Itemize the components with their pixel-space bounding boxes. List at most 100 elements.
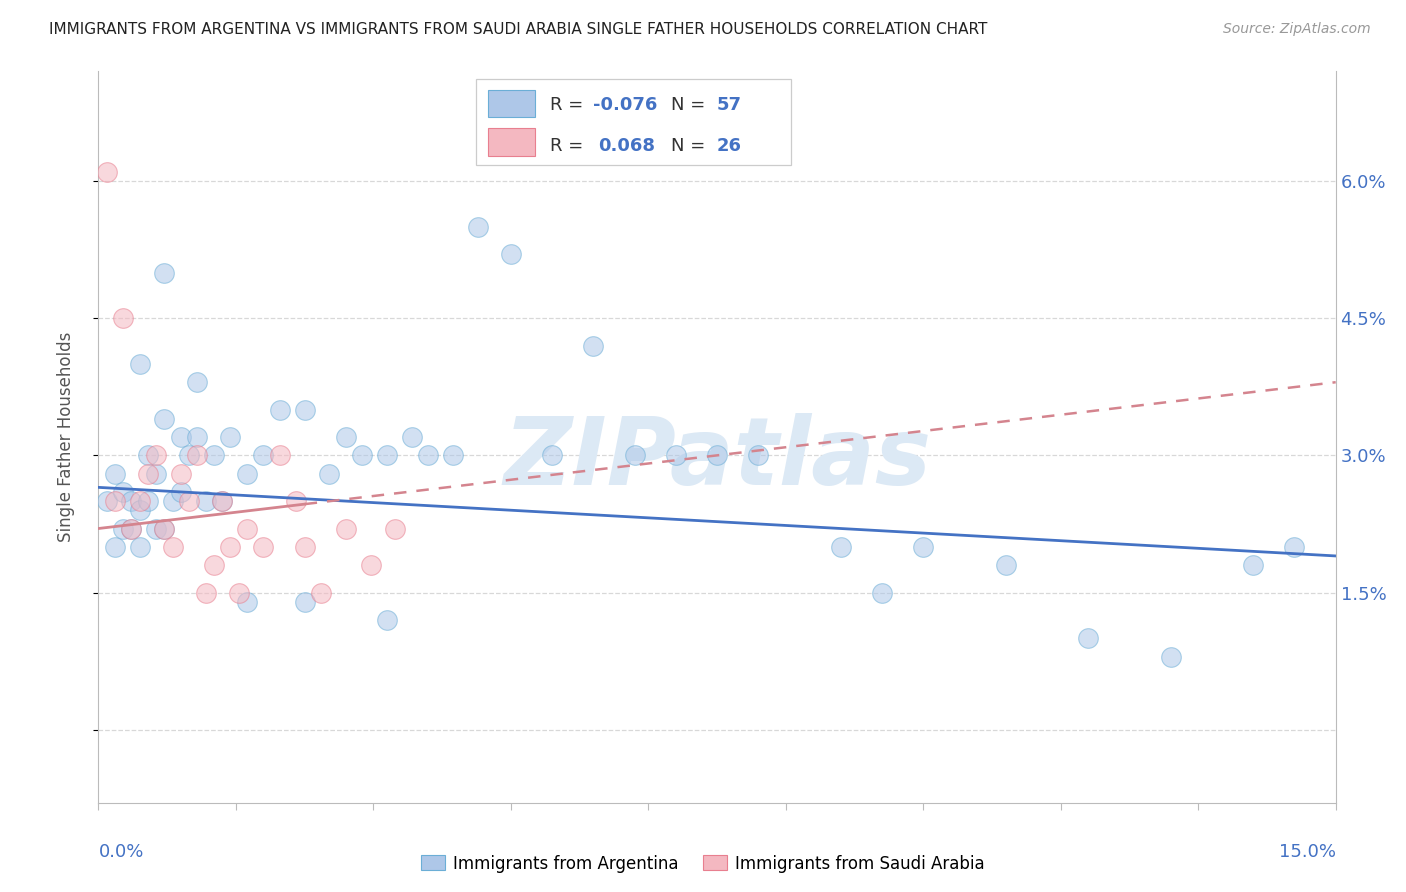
Point xyxy=(120,494,142,508)
Point xyxy=(236,594,259,608)
Point xyxy=(830,540,852,554)
Point xyxy=(104,467,127,481)
Point xyxy=(153,521,176,535)
Point xyxy=(623,449,645,463)
Point xyxy=(179,449,201,463)
Point xyxy=(309,585,332,599)
Point xyxy=(194,585,217,599)
Point xyxy=(252,449,274,463)
Point xyxy=(541,449,564,463)
Point xyxy=(145,521,167,535)
Point xyxy=(236,467,259,481)
Point xyxy=(582,338,605,352)
Point xyxy=(1241,558,1264,573)
Point xyxy=(194,494,217,508)
Point xyxy=(128,494,150,508)
Point xyxy=(211,494,233,508)
Point xyxy=(375,449,398,463)
Text: N =: N = xyxy=(671,137,711,155)
Point xyxy=(294,594,316,608)
Text: R =: R = xyxy=(550,137,595,155)
Point xyxy=(665,449,688,463)
Point xyxy=(706,449,728,463)
Point xyxy=(170,430,193,444)
Point xyxy=(384,521,406,535)
Point xyxy=(162,494,184,508)
Point xyxy=(285,494,308,508)
Point xyxy=(1077,632,1099,646)
FancyBboxPatch shape xyxy=(488,89,536,118)
Point xyxy=(145,449,167,463)
Point xyxy=(104,494,127,508)
Point xyxy=(153,521,176,535)
Point xyxy=(153,266,176,280)
Point xyxy=(747,449,769,463)
Point xyxy=(352,449,374,463)
Point xyxy=(335,521,357,535)
Text: 0.068: 0.068 xyxy=(599,137,655,155)
Text: 26: 26 xyxy=(717,137,742,155)
Point xyxy=(170,485,193,500)
Point xyxy=(162,540,184,554)
Point xyxy=(211,494,233,508)
Point xyxy=(186,430,208,444)
Point xyxy=(179,494,201,508)
Text: 57: 57 xyxy=(717,96,742,114)
Text: -0.076: -0.076 xyxy=(593,96,658,114)
Point xyxy=(318,467,340,481)
Text: Source: ZipAtlas.com: Source: ZipAtlas.com xyxy=(1223,22,1371,37)
Point xyxy=(153,412,176,426)
Point xyxy=(219,430,242,444)
Point xyxy=(236,521,259,535)
Point xyxy=(104,540,127,554)
Point xyxy=(136,467,159,481)
Text: N =: N = xyxy=(671,96,711,114)
Text: 0.0%: 0.0% xyxy=(98,843,143,861)
FancyBboxPatch shape xyxy=(475,78,792,165)
Point xyxy=(499,247,522,261)
Point xyxy=(112,521,135,535)
Point xyxy=(418,449,440,463)
Text: ZIPatlas: ZIPatlas xyxy=(503,413,931,505)
Point xyxy=(202,449,225,463)
Text: 15.0%: 15.0% xyxy=(1278,843,1336,861)
Point xyxy=(467,219,489,234)
Point xyxy=(294,540,316,554)
Y-axis label: Single Father Households: Single Father Households xyxy=(56,332,75,542)
Point xyxy=(128,357,150,371)
Point xyxy=(375,613,398,627)
Point xyxy=(994,558,1017,573)
Text: IMMIGRANTS FROM ARGENTINA VS IMMIGRANTS FROM SAUDI ARABIA SINGLE FATHER HOUSEHOL: IMMIGRANTS FROM ARGENTINA VS IMMIGRANTS … xyxy=(49,22,987,37)
Point xyxy=(186,376,208,390)
Point xyxy=(401,430,423,444)
Point xyxy=(120,521,142,535)
Point xyxy=(96,494,118,508)
Point xyxy=(870,585,893,599)
FancyBboxPatch shape xyxy=(488,128,536,156)
Point xyxy=(360,558,382,573)
Point xyxy=(128,503,150,517)
Point xyxy=(1284,540,1306,554)
Point xyxy=(136,494,159,508)
Point xyxy=(136,449,159,463)
Text: R =: R = xyxy=(550,96,589,114)
Point xyxy=(252,540,274,554)
Point xyxy=(112,311,135,326)
Point xyxy=(912,540,935,554)
Point xyxy=(269,449,291,463)
Point xyxy=(186,449,208,463)
Point xyxy=(170,467,193,481)
Point xyxy=(1160,649,1182,664)
Legend: Immigrants from Argentina, Immigrants from Saudi Arabia: Immigrants from Argentina, Immigrants fr… xyxy=(415,848,991,880)
Point xyxy=(202,558,225,573)
Point xyxy=(335,430,357,444)
Point xyxy=(112,485,135,500)
Point xyxy=(145,467,167,481)
Point xyxy=(441,449,464,463)
Point xyxy=(228,585,250,599)
Point xyxy=(120,521,142,535)
Point xyxy=(294,402,316,417)
Point xyxy=(128,540,150,554)
Point xyxy=(96,165,118,179)
Point xyxy=(219,540,242,554)
